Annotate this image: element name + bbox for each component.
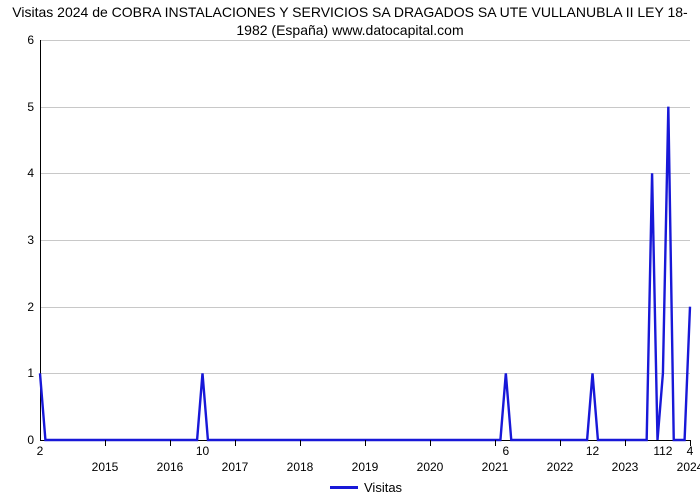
x-tick-count-label: 6 <box>502 444 509 458</box>
x-tick-mark <box>170 440 171 446</box>
y-tick-label: 4 <box>10 166 34 180</box>
y-tick-label: 5 <box>10 100 34 114</box>
y-tick-label: 2 <box>10 300 34 314</box>
x-tick-year-label: 2022 <box>547 460 574 474</box>
legend-swatch <box>330 486 358 489</box>
x-tick-mark <box>430 440 431 446</box>
x-tick-count-label: 4 <box>687 444 694 458</box>
x-tick-mark <box>235 440 236 446</box>
plot-area: 0123456 2106121124 201520162017201820192… <box>40 40 690 440</box>
x-tick-mark <box>300 440 301 446</box>
x-tick-year-label: 2021 <box>482 460 509 474</box>
x-tick-mark <box>690 440 691 446</box>
x-tick-year-label: 2018 <box>287 460 314 474</box>
x-tick-count-label: 112 <box>653 444 672 458</box>
line-series <box>40 40 690 440</box>
x-tick-year-label: 2019 <box>352 460 379 474</box>
x-tick-year-label: 2015 <box>92 460 119 474</box>
x-tick-count-label: 12 <box>586 444 599 458</box>
y-tick-label: 0 <box>10 433 34 447</box>
x-tick-mark <box>560 440 561 446</box>
y-tick-label: 1 <box>10 366 34 380</box>
x-tick-year-label: 2017 <box>222 460 249 474</box>
y-tick-label: 6 <box>10 33 34 47</box>
chart-title: Visitas 2024 de COBRA INSTALACIONES Y SE… <box>0 4 700 39</box>
x-tick-year-label: 2016 <box>157 460 184 474</box>
x-tick-mark <box>625 440 626 446</box>
x-tick-count-label: 10 <box>196 444 209 458</box>
y-tick-label: 3 <box>10 233 34 247</box>
legend: Visitas <box>330 480 402 495</box>
x-tick-year-label: 2023 <box>612 460 639 474</box>
x-tick-count-label: 2 <box>37 444 44 458</box>
x-tick-mark <box>105 440 106 446</box>
x-tick-mark <box>495 440 496 446</box>
x-tick-year-label: 2020 <box>417 460 444 474</box>
legend-label: Visitas <box>364 480 402 495</box>
x-tick-mark <box>365 440 366 446</box>
x-tick-year-label: 2024 <box>677 460 700 474</box>
